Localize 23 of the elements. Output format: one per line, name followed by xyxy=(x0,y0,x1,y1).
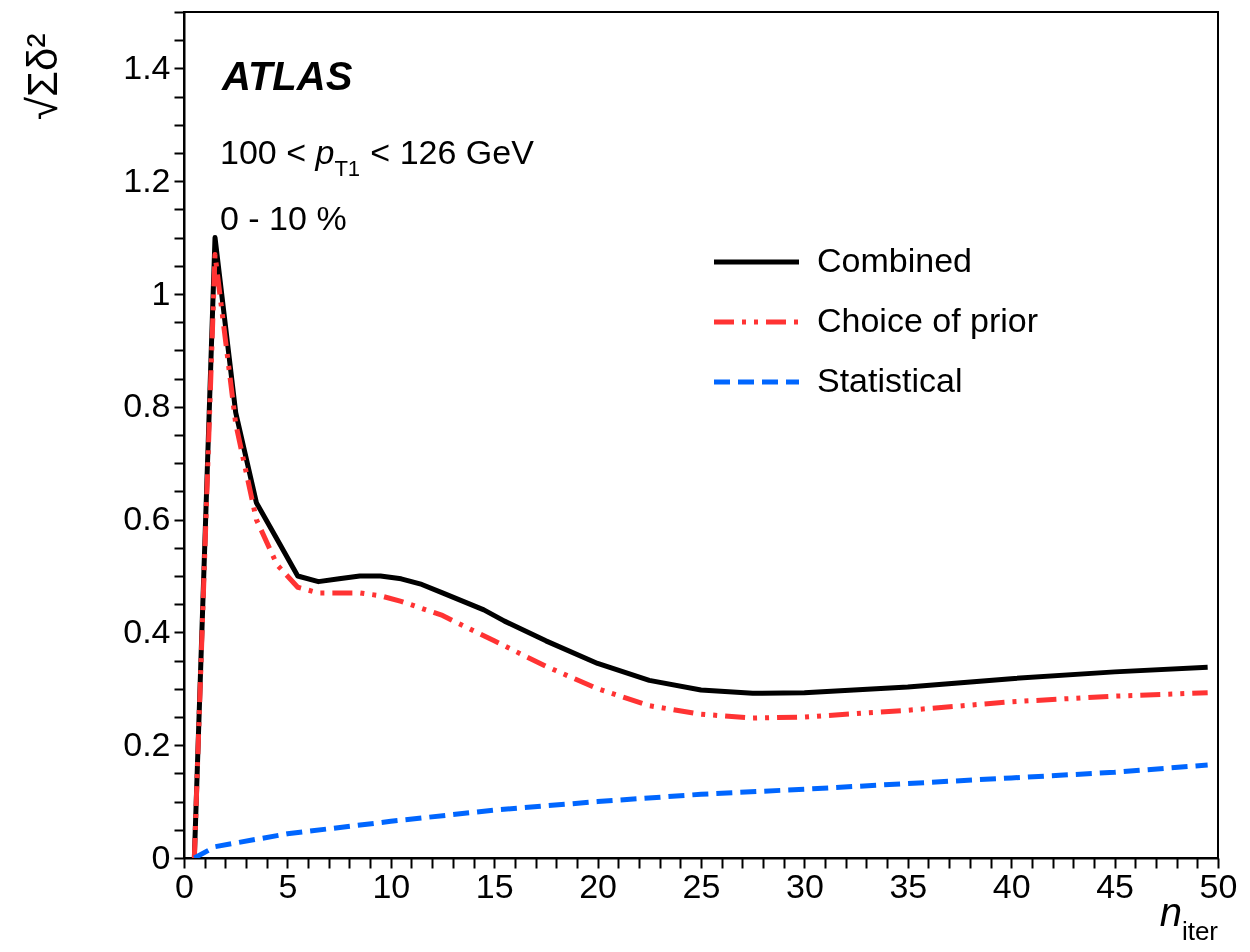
x-tick-label: 35 xyxy=(889,866,928,905)
x-tick-label: 15 xyxy=(475,866,514,905)
y-tick-label: 0.2 xyxy=(123,724,171,763)
legend-label: Choice of prior xyxy=(817,301,1039,339)
legend-label: Statistical xyxy=(817,361,963,399)
x-tick-label: 30 xyxy=(785,866,824,905)
y-tick-label: 1 xyxy=(151,273,171,312)
y-tick-label: 0 xyxy=(151,837,171,876)
annotation: 0 - 10 % xyxy=(220,199,347,237)
y-tick-label: 1.4 xyxy=(123,47,171,86)
y-tick-label: 0.4 xyxy=(123,611,171,650)
x-tick-label: 25 xyxy=(682,866,721,905)
y-tick-label: 0.8 xyxy=(123,386,171,425)
x-tick-label: 20 xyxy=(579,866,618,905)
x-tick-label: 45 xyxy=(1096,866,1135,905)
y-tick-label: 1.2 xyxy=(123,160,171,199)
x-tick-label: 5 xyxy=(278,866,298,905)
x-tick-label: 40 xyxy=(992,866,1031,905)
annotation: ATLAS xyxy=(221,54,353,98)
y-axis-title: √Σδ² xyxy=(19,33,66,120)
legend-label: Combined xyxy=(817,241,972,279)
y-tick-label: 0.6 xyxy=(123,499,171,538)
x-tick-label: 10 xyxy=(372,866,411,905)
